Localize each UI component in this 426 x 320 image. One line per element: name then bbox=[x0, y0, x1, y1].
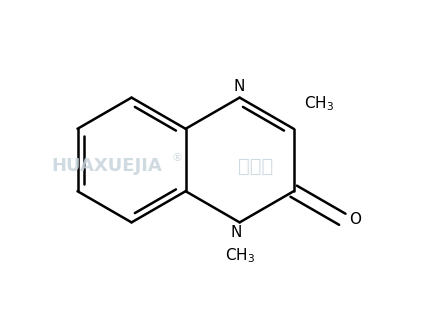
Text: CH$_3$: CH$_3$ bbox=[225, 246, 255, 265]
Text: ®: ® bbox=[171, 153, 182, 164]
Text: 化学加: 化学加 bbox=[238, 157, 273, 176]
Text: CH$_3$: CH$_3$ bbox=[304, 95, 334, 114]
Text: HUAXUEJIA: HUAXUEJIA bbox=[51, 157, 162, 175]
Text: O: O bbox=[349, 212, 361, 227]
Text: N: N bbox=[231, 225, 242, 240]
Text: N: N bbox=[234, 79, 245, 94]
